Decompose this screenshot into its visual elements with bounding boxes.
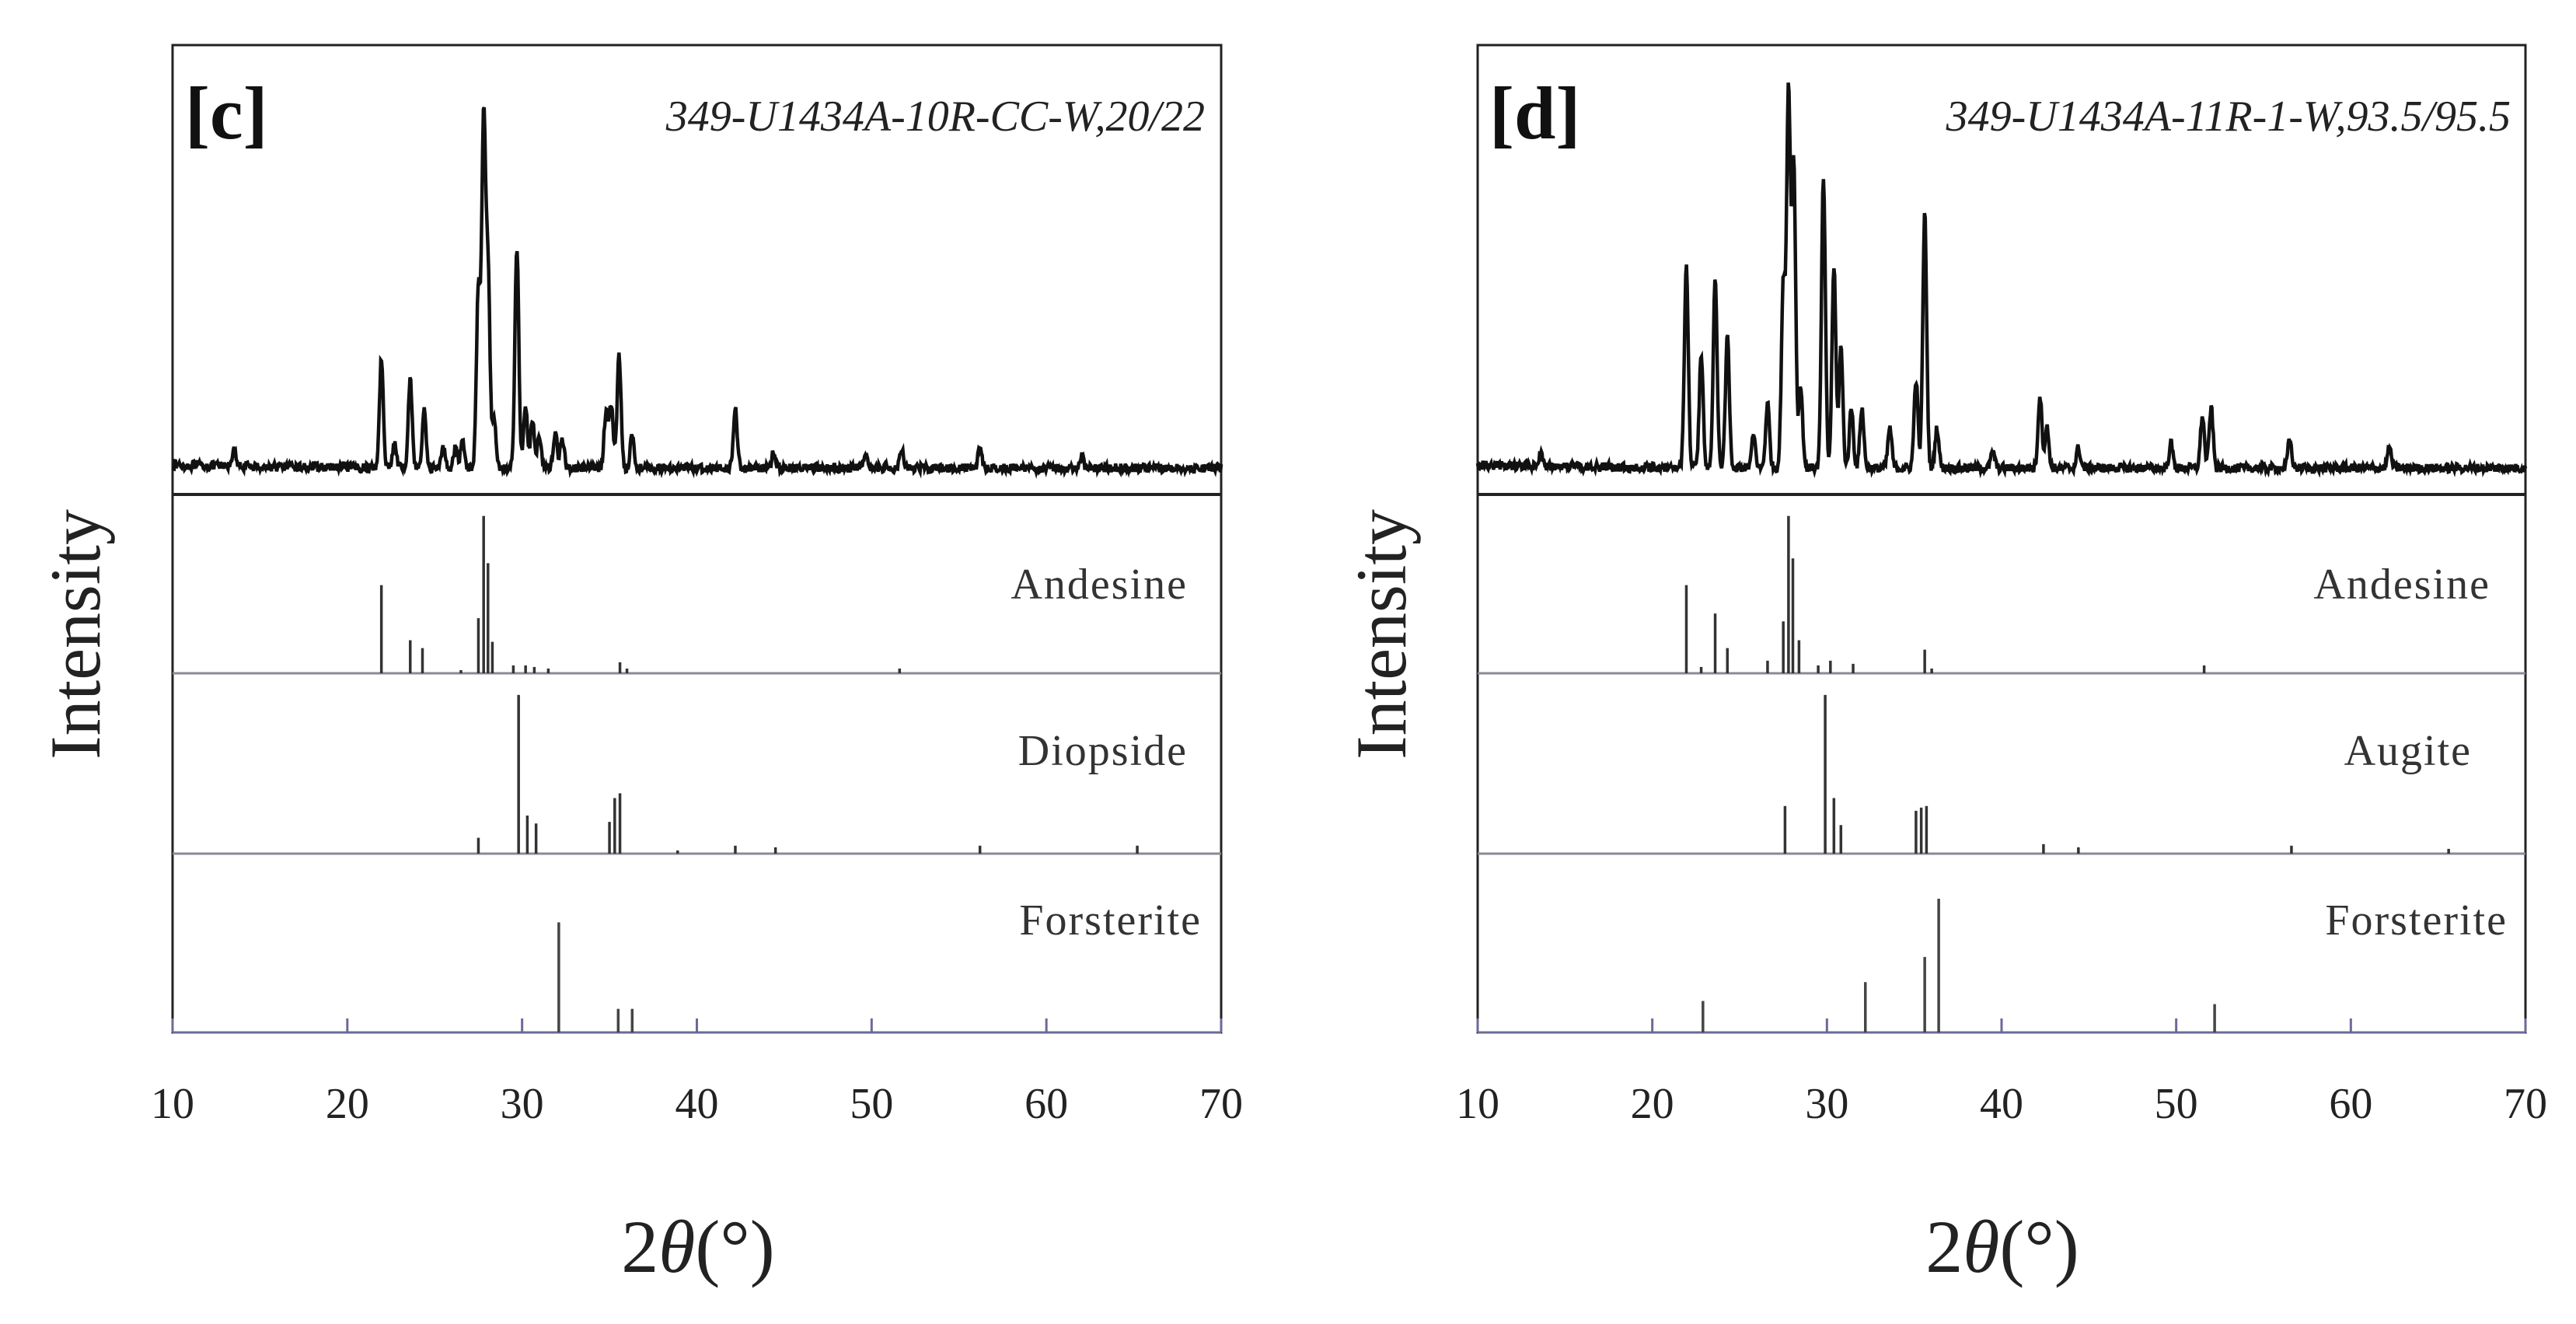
panel-d-x-tick-label: 50: [2155, 1080, 2198, 1128]
panel-c-x-ticks: 10 20 30 40 50 60 70: [151, 1018, 1243, 1128]
panel-d-x-axis-label-main: 2: [1925, 1205, 1963, 1288]
panel-d-x-axis-label: 2θ(°): [1925, 1205, 2079, 1288]
panel-c-x-axis-label: 2θ(°): [621, 1205, 774, 1288]
panel-d-sample-id: 349-U1434A-11R-1-W,93.5/95.5: [1946, 93, 2511, 141]
panel-c-x-tick-label: 40: [675, 1080, 719, 1128]
panel-c-sample-id: 349-U1434A-10R-CC-W,20/22: [665, 93, 1205, 141]
panel-c-y-axis-label: Intensity: [36, 509, 115, 760]
panel-c: 10 20 30 40 50 60 70 [c] 349-U1434A-10R-CC-W,2…: [36, 44, 1243, 1288]
panel-d-reference-3-sticks: [1702, 898, 2216, 1032]
panel-d-x-tick-label: 40: [1980, 1080, 2023, 1128]
panel-d-label: [d]: [1489, 72, 1580, 155]
panel-d-frame: [1476, 44, 2527, 1034]
panel-d-reference-2-sticks: [1783, 694, 2450, 854]
panel-c-frame: [171, 44, 1223, 1034]
panel-d-x-tick-label: 30: [1805, 1080, 1848, 1128]
panel-d-x-axis-label-theta: θ: [1963, 1205, 1999, 1288]
panel-c-x-tick-label: 30: [501, 1080, 544, 1128]
panel-c-reference-2-sticks: [476, 694, 1139, 854]
panel-d-x-tick-label: 70: [2504, 1080, 2547, 1128]
panel-c-x-tick-label: 70: [1199, 1080, 1243, 1128]
panel-c-label: [c]: [185, 72, 268, 155]
panel-c-measured-pattern: [171, 107, 1223, 479]
panel-d-reference-1-sticks: [1684, 515, 2206, 673]
panel-c-ref-2-name: Diopside: [1018, 727, 1188, 775]
panel-d-ref-2-name: Augite: [2344, 727, 2472, 775]
panel-c-x-axis-label-theta: θ: [658, 1205, 695, 1288]
panel-c-x-tick-label: 50: [850, 1080, 893, 1128]
panel-d-x-tick-label: 60: [2329, 1080, 2372, 1128]
panel-d-ref-3-name: Forsterite: [2325, 896, 2508, 945]
panel-d-x-ticks: 10 20 30 40 50 60 70: [1456, 1018, 2547, 1128]
panel-d-x-tick-label: 20: [1631, 1080, 1674, 1128]
panel-c-ref-1-name: Andesine: [1011, 561, 1188, 609]
panel-c-x-axis-label-main: 2: [621, 1205, 658, 1288]
panel-d-ref-1-name: Andesine: [2313, 561, 2490, 609]
panel-c-x-tick-label: 60: [1024, 1080, 1068, 1128]
panel-d-y-axis-label: Intensity: [1342, 509, 1421, 760]
panel-c-x-axis-label-unit: (°): [695, 1205, 774, 1288]
panel-c-reference-3-sticks: [557, 922, 634, 1032]
panel-c-x-tick-label: 20: [326, 1080, 369, 1128]
panel-c-reference-1-sticks: [379, 515, 902, 673]
panel-d-measured-pattern: [1475, 82, 2528, 479]
panel-c-x-tick-label: 10: [151, 1080, 194, 1128]
panel-d-x-axis-label-unit: (°): [1999, 1205, 2079, 1288]
panel-c-ref-3-name: Forsterite: [1019, 896, 1202, 945]
panel-d-x-tick-label: 10: [1456, 1080, 1499, 1128]
panel-d: 10 20 30 40 50 60 70 [d] 349-U1434A-11R-1-W,93…: [1342, 44, 2547, 1288]
